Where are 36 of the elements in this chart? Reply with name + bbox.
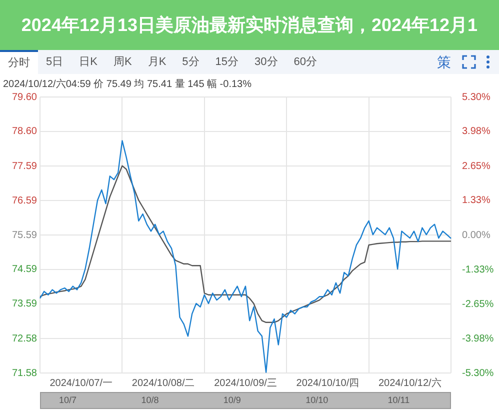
text: 分时 [0, 50, 38, 74]
y2-tick-label: 3.98% [462, 126, 490, 138]
text: 15分 [214, 55, 240, 70]
text: 月K [146, 55, 168, 70]
x-tick-label: 2024/10/12/六 [378, 376, 442, 389]
x-tick-label: 2024/10/07/一 [50, 378, 113, 389]
y-tick-label: 77.59 [12, 160, 38, 172]
y-tick-label: 74.59 [12, 264, 38, 276]
text: 周K [112, 55, 133, 70]
y2-tick-label: -2.65% [462, 298, 494, 310]
text: 30分 [254, 55, 279, 70]
range-navigator: 10/7 10/8 10/9 10/10 10/11 [40, 392, 451, 409]
text: 60分 [292, 55, 318, 70]
x-tick-label: 2024/10/10/四 [296, 378, 360, 389]
y-tick-label: 75.59 [12, 230, 38, 241]
text: 2024/10/12/六04:59 价 75.49 均 75.41 量 145 幅 -0.13% [3, 78, 252, 91]
y2-tick-label: 0.00% [462, 230, 490, 241]
y2-tick-label: 1.33% [462, 195, 490, 206]
x-tick-label: 2024/10/08/二 [132, 378, 195, 389]
y-tick-label: 71.58 [12, 368, 38, 379]
text: 日K [78, 55, 98, 70]
y2-tick-label: -3.98% [462, 333, 494, 344]
y-tick-label: 72.58 [12, 333, 38, 344]
y-tick-label: 73.59 [12, 298, 38, 310]
chart-title: 2024年12月13日美原油最新实时消息查询，2024年12月1 [0, 0, 499, 50]
y-tick-label: 79.60 [12, 92, 38, 103]
y2-tick-label: -1.33% [462, 264, 494, 276]
y-tick-label: 78.60 [12, 126, 38, 138]
y2-tick-label: -5.30% [462, 368, 494, 379]
text: 5日 [45, 55, 64, 70]
text: 5分 [181, 55, 200, 70]
y2-tick-label: 2.65% [462, 160, 490, 172]
y2-tick-label: 5.30% [462, 92, 490, 103]
text: 策 [437, 54, 451, 72]
x-tick-label: 2024/10/09/三 [214, 378, 277, 389]
y-tick-label: 76.59 [12, 195, 38, 206]
